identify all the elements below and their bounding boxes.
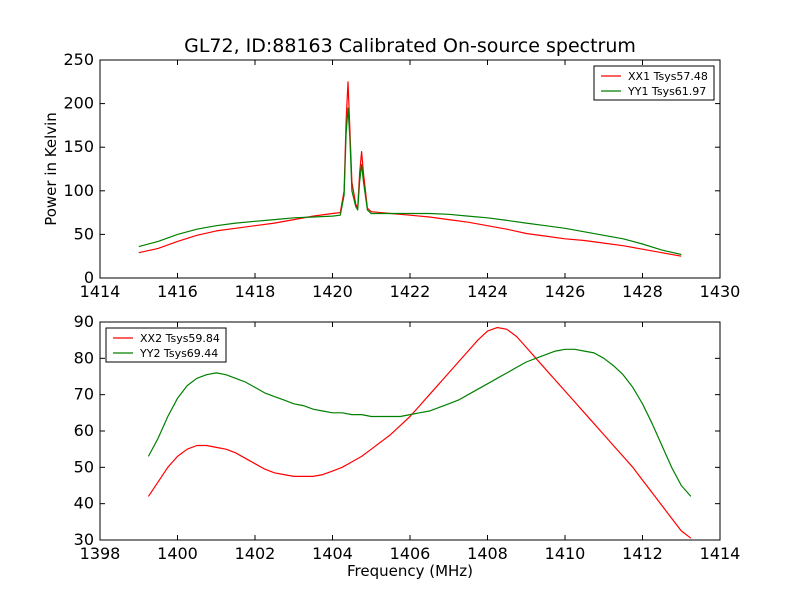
y-tick-label-2-2: 50 bbox=[74, 457, 94, 476]
subplot-2: 1398 1400 1402 1404 1406 1408 1410 1412 1414 30 40… bbox=[74, 312, 741, 580]
x-tick-label-2-2: 1402 bbox=[235, 544, 276, 563]
x-tick-label-1-6: 1426 bbox=[545, 282, 586, 301]
legend-box-1 bbox=[593, 65, 715, 101]
x-tick-label-2-0: 1398 bbox=[80, 544, 121, 563]
chart-title: GL72, ID:88163 Calibrated On-source spec… bbox=[184, 35, 636, 57]
y-tick-label-1-3: 150 bbox=[63, 137, 94, 156]
x-tick-label-1-7: 1428 bbox=[622, 282, 663, 301]
y-tick-label-2-3: 60 bbox=[74, 421, 94, 440]
y-axis-label-1: Power in Kelvin bbox=[42, 112, 60, 226]
x-tick-label-1-1: 1416 bbox=[157, 282, 198, 301]
legend-label-2-2: YY2 Tsys69.44 bbox=[139, 347, 218, 360]
y-tick-label-2-4: 70 bbox=[74, 385, 94, 404]
x-tick-label-2-5: 1408 bbox=[467, 544, 508, 563]
series-line-2-2 bbox=[147, 348, 692, 497]
subplot-1: 1414 1416 1418 1420 1422 1424 1426 1428 1430 0 50 1… bbox=[42, 50, 740, 301]
x-tick-label-1-2: 1418 bbox=[235, 282, 276, 301]
y-tick-label-1-2: 100 bbox=[63, 181, 94, 200]
y-tick-label-1-4: 200 bbox=[63, 94, 94, 113]
y-tick-label-2-0: 30 bbox=[74, 530, 94, 549]
y-tick-label-2-1: 40 bbox=[74, 494, 94, 513]
x-tick-label-2-1: 1400 bbox=[157, 544, 198, 563]
x-tick-label-1-8: 1430 bbox=[700, 282, 741, 301]
x-tick-label-2-6: 1410 bbox=[545, 544, 586, 563]
legend-1: XX1 Tsys57.48 YY1 Tsys61.97 bbox=[593, 65, 715, 101]
series-line-2-1 bbox=[147, 326, 692, 539]
y-tick-label-1-5: 250 bbox=[63, 50, 94, 69]
legend-label-2-1: XX2 Tsys59.84 bbox=[140, 332, 220, 345]
legend-2: XX2 Tsys59.84 YY2 Tsys69.44 bbox=[105, 327, 227, 363]
legend-box-2 bbox=[105, 327, 227, 363]
y-tick-label-2-5: 80 bbox=[74, 348, 94, 367]
x-tick-label-1-3: 1420 bbox=[312, 282, 353, 301]
legend-label-1-2: YY1 Tsys61.97 bbox=[627, 85, 706, 98]
x-tick-label-1-4: 1422 bbox=[390, 282, 431, 301]
x-tick-label-2-4: 1406 bbox=[390, 544, 431, 563]
x-tick-label-1-5: 1424 bbox=[467, 282, 508, 301]
x-tick-label-1-0: 1414 bbox=[80, 282, 121, 301]
x-tick-label-2-3: 1404 bbox=[312, 544, 353, 563]
series-line-1-1 bbox=[138, 81, 682, 257]
x-tick-label-2-7: 1412 bbox=[622, 544, 663, 563]
series-line-1-2 bbox=[138, 107, 682, 256]
x-tick-label-2-8: 1414 bbox=[700, 544, 741, 563]
y-tick-label-1-0: 0 bbox=[84, 268, 94, 287]
x-axis-label-2: Frequency (MHz) bbox=[347, 562, 473, 580]
legend-label-1-1: XX1 Tsys57.48 bbox=[628, 70, 708, 83]
y-tick-label-2-6: 90 bbox=[74, 312, 94, 331]
y-tick-label-1-1: 50 bbox=[74, 224, 94, 243]
